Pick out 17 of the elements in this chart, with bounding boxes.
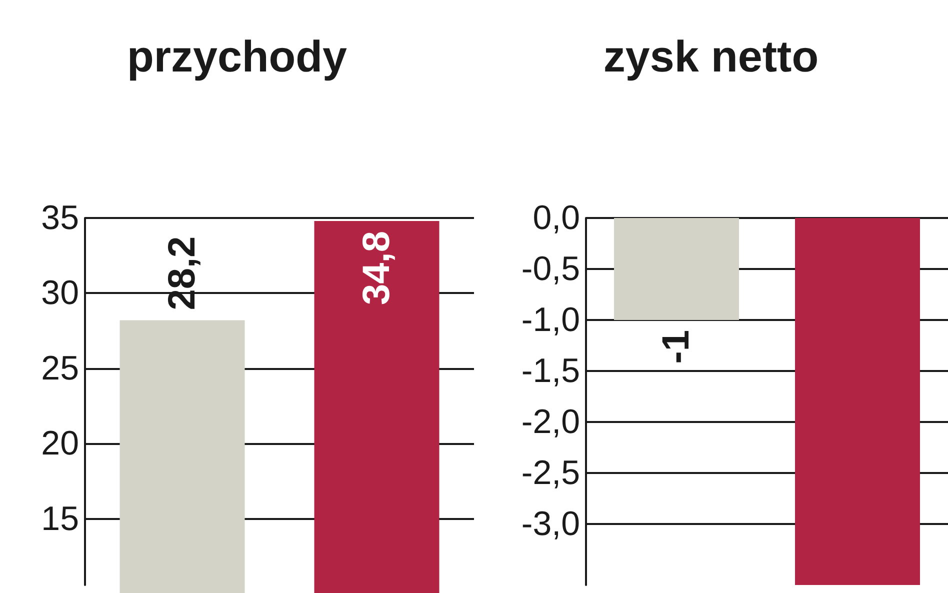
chart-title: zysk netto: [603, 32, 819, 82]
y-tick-label: -1,0: [521, 300, 580, 339]
y-tick-label: -1,5: [521, 352, 580, 390]
y-tick-label: -2,0: [521, 402, 580, 441]
data-label: 34,8: [356, 231, 398, 305]
y-tick-label: 25: [41, 349, 79, 388]
data-label: 28,2: [161, 236, 204, 310]
chart-title: przychody: [126, 32, 348, 82]
y-tick-label: 20: [41, 424, 79, 463]
y-tick-label: -2,5: [521, 454, 580, 492]
y-tick-label: 35: [41, 199, 79, 237]
y-tick-label: 15: [41, 500, 79, 538]
y-tick-label: -0,5: [521, 250, 580, 288]
y-tick-label: -3,0: [521, 504, 580, 543]
y-tick-label: 30: [41, 274, 79, 312]
data-label: -1: [656, 330, 698, 364]
y-tick-label: 0,0: [532, 199, 580, 237]
